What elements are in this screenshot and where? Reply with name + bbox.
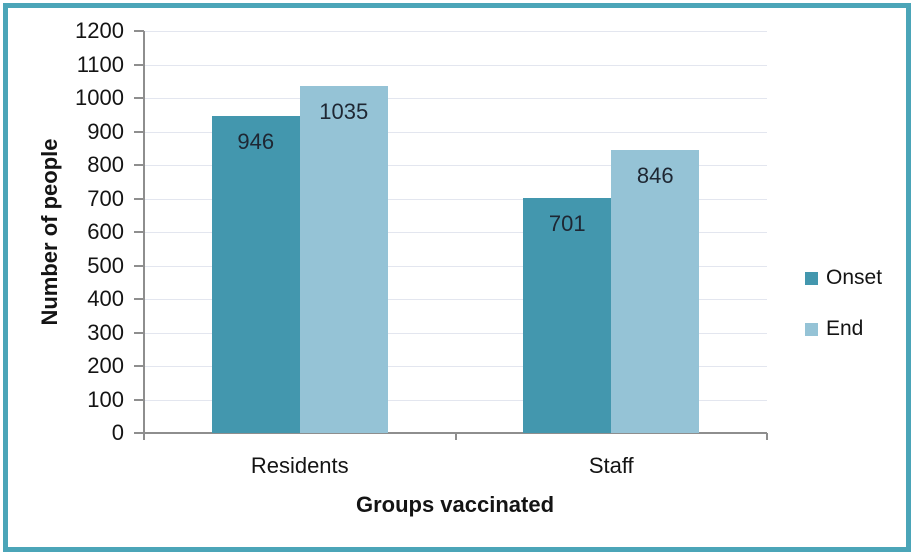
gridline: [144, 98, 767, 99]
y-tick-label: 300: [87, 319, 124, 345]
y-tick: [134, 331, 144, 334]
y-tick: [134, 164, 144, 166]
gridline: [144, 399, 767, 401]
gridline: [144, 332, 767, 334]
y-tick: [134, 130, 144, 133]
gridline: [144, 265, 767, 267]
y-tick: [134, 231, 144, 233]
y-tick-label: 1100: [76, 51, 124, 77]
gridline: [144, 131, 767, 133]
y-tick: [134, 197, 144, 200]
legend-label-end: End: [826, 317, 864, 340]
x-tick: [454, 433, 457, 440]
data-label-residents-onset: 946: [237, 129, 275, 155]
y-tick-label: 400: [87, 286, 124, 311]
category-label-staff: Staff: [588, 453, 634, 478]
category-label-residents: Residents: [250, 453, 349, 478]
legend-item-onset: Onset: [805, 266, 882, 290]
gridline: [144, 165, 767, 166]
y-axis-line: [143, 31, 145, 433]
gridline: [144, 64, 767, 66]
y-tick-label: 1000: [75, 85, 124, 110]
bar-residents-onset: [211, 116, 300, 433]
y-tick-label: 800: [87, 152, 124, 177]
y-axis-title: Number of people: [37, 138, 62, 326]
y-tick-label: 1200: [75, 18, 124, 43]
legend-swatch-end: [805, 322, 818, 336]
y-tick: [134, 298, 144, 300]
y-tick: [134, 30, 144, 32]
legend-label-onset: Onset: [826, 266, 883, 289]
y-tick-label: 100: [87, 386, 124, 412]
gridline: [144, 31, 767, 32]
legend-swatch-onset: [805, 271, 818, 285]
y-tick: [134, 432, 144, 434]
y-tick-label: 500: [87, 252, 124, 278]
y-tick-label: 600: [87, 219, 124, 244]
gridline: [144, 232, 767, 233]
y-tick: [134, 97, 144, 99]
bar-residents-end: [299, 86, 388, 433]
y-tick-label: 900: [87, 118, 124, 144]
y-tick: [134, 63, 144, 66]
data-label-staff-end: 846: [636, 162, 674, 188]
x-tick: [143, 433, 145, 440]
bar-staff-onset: [523, 198, 612, 433]
x-tick: [766, 433, 768, 440]
y-tick: [134, 398, 144, 401]
data-label-staff-onset: 701: [548, 211, 586, 237]
bar-staff-end: [611, 149, 700, 433]
y-tick: [134, 264, 144, 267]
gridline: [144, 198, 767, 200]
gridline: [144, 299, 767, 300]
gridline: [144, 366, 767, 367]
legend-item-end: End: [805, 317, 863, 341]
y-tick-label: 200: [87, 353, 124, 378]
y-tick-label: 700: [87, 185, 124, 211]
y-tick: [134, 365, 144, 367]
y-tick-label: 0: [111, 420, 124, 445]
x-axis-title: Groups vaccinated: [355, 492, 555, 517]
data-label-residents-end: 1035: [319, 99, 369, 125]
